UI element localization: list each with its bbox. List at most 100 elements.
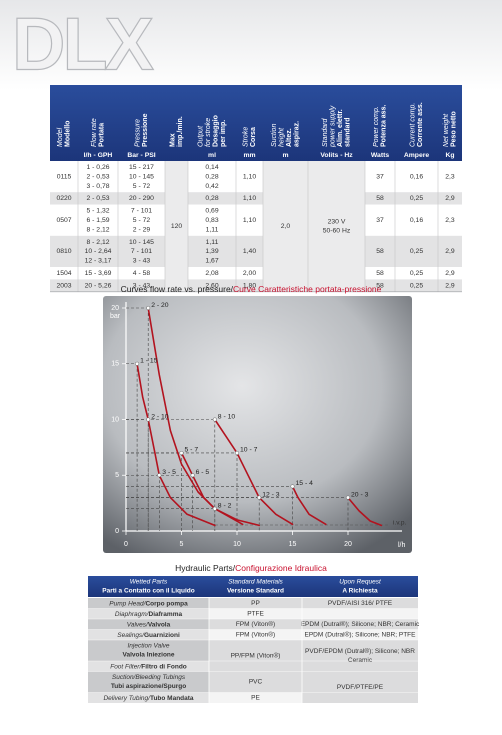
- part-it: Diaframma: [149, 610, 183, 617]
- point-label: 8 - 10: [218, 413, 236, 420]
- y-tick-label: 0: [115, 528, 119, 535]
- part-it: Guarnizioni: [144, 631, 180, 638]
- column-header: Potenza ass.: [381, 105, 388, 147]
- y-tick-label: 20: [111, 305, 119, 312]
- column-header: aspiraz.: [294, 121, 301, 147]
- standard-text: FPM (Viton®): [236, 630, 275, 638]
- part-cell: [88, 608, 209, 619]
- table-row: [50, 235, 462, 267]
- cell-text: 2,3: [445, 217, 455, 224]
- x-tick-label: 20: [344, 541, 352, 548]
- column-header: Peso netto: [451, 111, 458, 147]
- content: Model Modello Flow rate Portata l/h - GPH Pre…: [50, 85, 462, 703]
- standard-text: FPM (Viton®): [236, 620, 275, 628]
- part-label: Pump Head/Corpo pompa: [109, 600, 188, 607]
- cell-text: 120: [171, 223, 183, 230]
- cell-text: 3 - 0,78: [86, 183, 109, 190]
- standard-text: PP: [251, 600, 260, 607]
- column-header: Pressure: [135, 119, 142, 147]
- request-text: PVDF/PTFE/PE: [337, 684, 384, 691]
- cell-text: 0220: [56, 195, 71, 202]
- column-header: Net weight: [443, 113, 450, 147]
- top-band: [0, 0, 502, 90]
- point: [190, 473, 195, 478]
- title-en: Hydraulic Parts/: [175, 563, 236, 573]
- title-it: Configurazione Idraulica: [235, 563, 327, 573]
- column-header: Dosaggio: [213, 115, 220, 147]
- column-header: Corrente ass.: [417, 102, 424, 147]
- part-cell: [88, 661, 209, 672]
- cell-text: 3 - 43: [133, 282, 151, 289]
- part-cell: [88, 640, 209, 661]
- parts-header-en: Standard Materials: [228, 579, 283, 586]
- request-cell: [302, 629, 418, 640]
- point: [257, 495, 262, 500]
- cell-text: 20 - 290: [129, 195, 154, 202]
- column-header: Altez.: [286, 128, 293, 147]
- cell-text: 5 - 72: [133, 183, 151, 190]
- cell-text: 1 - 0,26: [86, 164, 109, 171]
- point-label: 2 - 20: [151, 302, 169, 309]
- request-text: EPDM (Dutral®); Silicone; NBR; PTFE: [305, 630, 417, 638]
- cell-text: 0,25: [410, 282, 423, 289]
- column-header: Pressione: [142, 113, 149, 147]
- point: [290, 484, 295, 489]
- point-label: 20 - 3: [351, 491, 369, 498]
- standard-text: PE: [251, 694, 260, 701]
- part-cell: [88, 598, 209, 609]
- column-unit: Bar - PSI: [127, 152, 155, 159]
- x-tick-label: 0: [124, 541, 128, 548]
- standard-cell: [209, 619, 302, 630]
- cell-text: 1,80: [243, 282, 256, 289]
- cell-text: 15 - 217: [129, 164, 154, 171]
- part-label: Sealings/Guarnizioni: [117, 631, 180, 638]
- logo: DLX: [12, 3, 154, 86]
- cell-text: 0,14: [205, 164, 218, 171]
- request-text: Ceramic: [348, 657, 373, 664]
- point-label: 3 - 5: [162, 469, 176, 476]
- column-unit: l/h - GPH: [84, 152, 113, 159]
- column-header: imp./min.: [177, 116, 184, 147]
- column-header: Corsa: [250, 127, 257, 147]
- cell-text: 0507: [56, 217, 71, 224]
- cell-text: 8 - 2,12: [86, 239, 109, 246]
- request-cell: [302, 619, 418, 630]
- cell-text: 58: [376, 195, 384, 202]
- cell-text: 1,10: [243, 173, 256, 180]
- cell-text: 0,16: [410, 217, 423, 224]
- table-row: [50, 204, 462, 236]
- column-header: Model: [57, 127, 64, 147]
- part-en: Delivery Tubing/: [103, 694, 151, 701]
- cell-text: 5 - 72: [133, 217, 151, 224]
- cell-text: 7 - 101: [131, 208, 152, 215]
- column-header: Modello: [65, 121, 72, 147]
- parts-header-en: Upon Request: [339, 579, 382, 586]
- part-en: Sealings/: [117, 631, 145, 638]
- request-cell: [302, 671, 418, 703]
- cell-text: 2,0: [281, 223, 291, 230]
- column-header: Output: [197, 125, 204, 147]
- part-it: Corpo pompa: [145, 600, 188, 607]
- cell-text: 10 - 145: [129, 173, 154, 180]
- standard-text: PP/FPM (Viton®): [231, 651, 281, 659]
- cell-text: 0,28: [205, 195, 218, 202]
- column-header: Power comp.: [373, 106, 380, 147]
- column-unit: ml: [208, 152, 216, 159]
- part-en: Pump Head/: [109, 600, 146, 607]
- cell-text: 20 - 5,26: [85, 282, 112, 289]
- part-it: Tubo Mandata: [150, 694, 194, 701]
- cell-text: 7 - 101: [131, 248, 152, 255]
- column-header: Current comp.: [410, 103, 417, 147]
- part-it: Valvola: [148, 621, 171, 628]
- cell-text: 10 - 2,64: [85, 248, 112, 255]
- standard-cell: [209, 608, 302, 619]
- cell-text: 50-60 Hz: [323, 228, 351, 235]
- point-label: 8 - 2: [218, 502, 232, 509]
- title-en: Curves flow rate vs. pressure/: [121, 284, 234, 294]
- curve: [347, 496, 383, 527]
- point-label: 2 - 10: [151, 413, 169, 420]
- x-tick-label: 5: [180, 541, 184, 548]
- point-label: 10 - 7: [240, 447, 258, 454]
